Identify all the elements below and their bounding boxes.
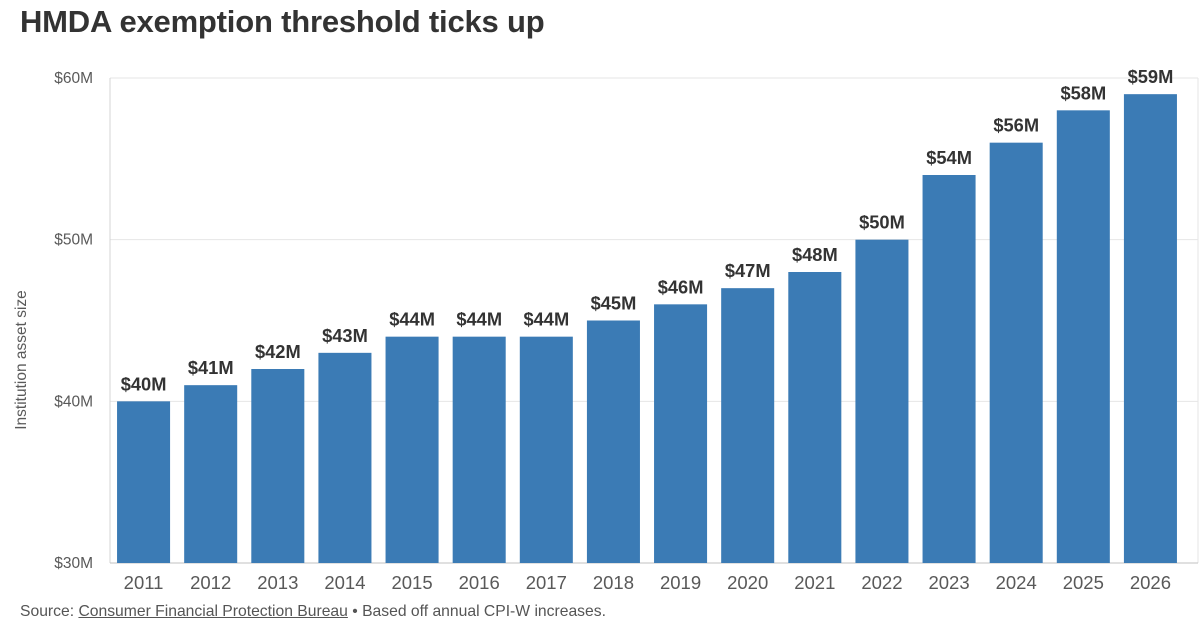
- svg-text:$40M: $40M: [54, 393, 93, 410]
- svg-text:$43M: $43M: [322, 325, 368, 346]
- svg-text:2011: 2011: [124, 572, 164, 593]
- svg-text:$44M: $44M: [389, 309, 435, 330]
- svg-text:$47M: $47M: [725, 260, 771, 281]
- svg-text:Institution asset size: Institution asset size: [13, 290, 30, 430]
- svg-text:2023: 2023: [928, 572, 969, 593]
- svg-text:2026: 2026: [1130, 572, 1171, 593]
- svg-text:2018: 2018: [593, 572, 634, 593]
- svg-text:$60M: $60M: [54, 70, 93, 87]
- svg-text:$41M: $41M: [188, 357, 234, 378]
- svg-text:$40M: $40M: [121, 373, 167, 394]
- svg-text:2017: 2017: [526, 572, 567, 593]
- svg-text:2014: 2014: [324, 572, 365, 593]
- svg-text:$44M: $44M: [523, 309, 569, 330]
- svg-text:2020: 2020: [727, 572, 768, 593]
- svg-text:$46M: $46M: [658, 276, 704, 297]
- svg-text:$44M: $44M: [456, 309, 502, 330]
- svg-text:2019: 2019: [660, 572, 701, 593]
- svg-text:$50M: $50M: [54, 232, 93, 249]
- svg-text:2016: 2016: [459, 572, 500, 593]
- svg-text:$45M: $45M: [591, 293, 637, 314]
- svg-text:$54M: $54M: [926, 147, 972, 168]
- svg-text:$59M: $59M: [1128, 66, 1174, 87]
- svg-text:$58M: $58M: [1060, 82, 1106, 103]
- svg-text:$48M: $48M: [792, 244, 838, 265]
- svg-text:$30M: $30M: [54, 555, 93, 572]
- svg-text:2021: 2021: [794, 572, 835, 593]
- svg-text:2012: 2012: [190, 572, 231, 593]
- svg-text:$42M: $42M: [255, 341, 301, 362]
- svg-text:2024: 2024: [996, 572, 1037, 593]
- svg-text:2022: 2022: [861, 572, 902, 593]
- svg-text:2013: 2013: [257, 572, 298, 593]
- svg-text:2015: 2015: [391, 572, 432, 593]
- svg-text:2025: 2025: [1063, 572, 1104, 593]
- svg-text:$50M: $50M: [859, 212, 905, 233]
- svg-text:$56M: $56M: [993, 115, 1039, 136]
